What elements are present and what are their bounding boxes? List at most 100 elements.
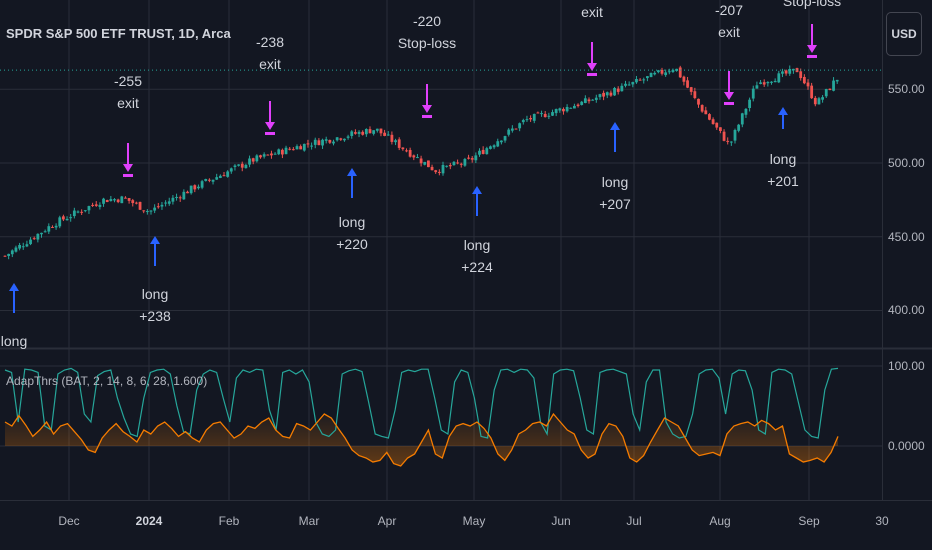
candle-body — [437, 171, 441, 173]
candle-body — [700, 105, 704, 112]
candle-body — [83, 210, 87, 212]
candle-body — [514, 128, 518, 130]
exit-label-3-line1: -220 — [412, 13, 442, 29]
long-label-4: long +224 — [461, 234, 493, 278]
candle-body — [759, 82, 762, 85]
candle-body — [138, 201, 142, 210]
long-label-3: long +220 — [336, 211, 368, 255]
candle-body — [142, 210, 146, 212]
exit-label-6-line1: Stop-loss — [782, 0, 842, 9]
candle-body — [755, 85, 759, 89]
candle-body — [697, 98, 700, 105]
long-label-4-line1: long — [463, 237, 491, 253]
candle-body — [627, 84, 631, 86]
candle-body — [43, 231, 47, 233]
candle-body — [722, 131, 726, 141]
candle-body — [40, 232, 43, 235]
exit-label-3-line2: Stop-loss — [397, 35, 457, 51]
long-arrow-3-head — [347, 168, 357, 176]
candle-body — [554, 109, 558, 114]
candle-body — [127, 198, 131, 201]
candle-body — [47, 226, 51, 232]
candle-body — [609, 92, 613, 96]
indicator-title[interactable]: AdapThrs (BAT, 2, 14, 8, 6, 28, 1.600) — [6, 374, 208, 388]
currency-button[interactable]: USD — [886, 12, 922, 56]
candle-body — [72, 210, 76, 217]
candle-body — [835, 79, 839, 82]
candle-body — [321, 139, 324, 146]
candle-body — [116, 199, 120, 203]
candle-body — [536, 112, 540, 114]
candle-body — [226, 171, 230, 177]
candle-body — [551, 112, 554, 116]
candle-body — [244, 164, 248, 169]
candle-body — [313, 139, 317, 145]
candle-body — [638, 79, 642, 81]
candle-body — [806, 82, 810, 87]
candle-body — [459, 163, 463, 165]
candle-body — [262, 154, 266, 157]
osc-orange-area — [5, 414, 838, 466]
candle-body — [748, 99, 751, 109]
exit-arrow-4-head — [587, 63, 597, 71]
candle-body — [182, 191, 186, 200]
exit-arrow-5-bar — [724, 102, 734, 105]
candle-body — [167, 201, 171, 204]
candle-body — [302, 143, 306, 151]
candle-body — [281, 149, 284, 155]
time-label-dec: Dec — [58, 514, 80, 528]
candle-body — [233, 165, 237, 168]
candle-body — [682, 76, 686, 82]
exit-label-2: -238 exit — [256, 31, 284, 75]
candle-body — [616, 88, 620, 92]
exit-label-6: Stop-loss — [783, 0, 841, 12]
exit-arrow-1-bar — [123, 174, 133, 177]
candle-body — [3, 255, 7, 257]
candle-body — [704, 110, 708, 115]
candle-body — [350, 131, 354, 136]
candle-body — [295, 146, 299, 150]
time-label-apr: Apr — [377, 514, 397, 528]
exit-arrow-6-bar — [807, 55, 817, 58]
candle-body — [573, 105, 576, 109]
candle-body — [386, 134, 390, 136]
candle-body — [273, 153, 277, 155]
candle-body — [361, 131, 365, 135]
candle-body — [248, 158, 251, 165]
candle-body — [719, 127, 722, 131]
candle-body — [14, 247, 18, 252]
candle-body — [591, 99, 595, 101]
candle-body — [660, 69, 664, 74]
candle-body — [7, 253, 11, 256]
candle-body — [153, 207, 157, 211]
candle-body — [317, 140, 321, 146]
exit-label-1-line2: exit — [117, 95, 139, 111]
candle-body — [729, 141, 733, 143]
candle-body — [642, 79, 646, 81]
time-label-mar: Mar — [298, 514, 320, 528]
candle-body — [635, 79, 638, 83]
candle-body — [434, 170, 438, 173]
candle-body — [76, 211, 80, 213]
candle-body — [58, 217, 62, 227]
candle-body — [824, 89, 828, 97]
symbol-title[interactable]: SPDR S&P 500 ETF TRUST, 1D, Arca — [6, 26, 231, 41]
candle-body — [470, 158, 474, 160]
candle-body — [656, 70, 660, 73]
candle-body — [204, 179, 208, 181]
candle-body — [412, 155, 416, 158]
candle-body — [583, 98, 587, 104]
candle-body — [810, 85, 814, 99]
candle-body — [401, 147, 405, 150]
time-label-aug: Aug — [709, 514, 731, 528]
time-label-sep: Sep — [798, 514, 820, 528]
candle-body — [390, 134, 394, 142]
long-label-3-line1: long — [338, 214, 366, 230]
long-label-4-line2: +224 — [461, 259, 493, 275]
candle-body — [832, 80, 835, 91]
candle-body — [335, 137, 339, 141]
price-label-500: 500.00 — [888, 156, 925, 170]
candle-body — [87, 206, 91, 211]
